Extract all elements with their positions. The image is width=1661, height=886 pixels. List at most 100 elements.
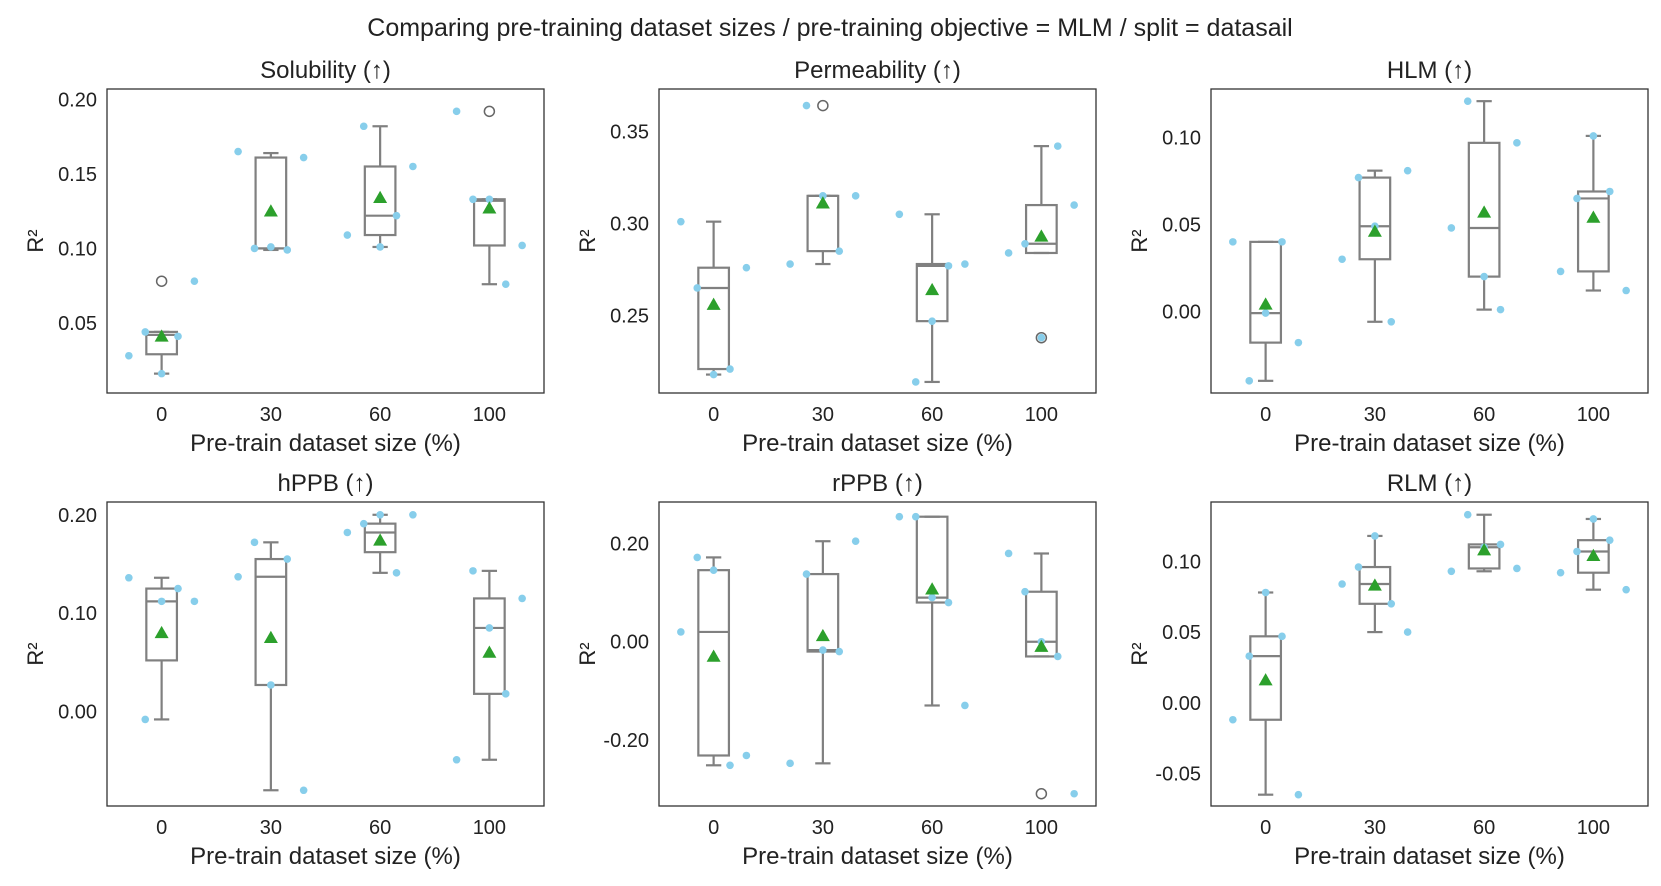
y-tick-label: 0.20 [610, 534, 649, 556]
y-tick-label: 0.10 [58, 238, 97, 260]
data-point [1387, 600, 1396, 608]
data-point [485, 624, 494, 632]
data-point [1070, 789, 1078, 798]
y-tick-label: 0.10 [1162, 551, 1201, 573]
mean-marker [373, 190, 388, 204]
data-point [1447, 224, 1456, 232]
box-group [915, 213, 949, 384]
mean-marker [1477, 205, 1492, 218]
box-group [472, 569, 506, 761]
mean-marker [263, 630, 278, 644]
box-group [472, 105, 506, 286]
x-tick-label: 0 [156, 817, 167, 839]
data-point [1622, 286, 1630, 295]
data-point [518, 594, 526, 603]
data-point [141, 328, 150, 336]
data-point [1354, 173, 1363, 182]
mean-marker [1367, 224, 1382, 237]
figure-suptitle: Comparing pre-training dataset sizes / p… [367, 14, 1292, 42]
data-point [343, 528, 352, 537]
x-axis-label: Pre-train dataset size (%) [190, 843, 461, 870]
data-point [677, 628, 685, 636]
data-point [835, 247, 844, 255]
x-tick-label: 30 [812, 817, 834, 839]
data-point [1513, 139, 1521, 147]
x-axis-label: Pre-train dataset size (%) [742, 430, 1013, 457]
x-axis-label: Pre-train dataset size (%) [1294, 430, 1565, 457]
data-point [1338, 255, 1346, 264]
box-group [1358, 169, 1392, 323]
data-point [141, 715, 150, 724]
data-point [1589, 132, 1598, 140]
y-tick-label: -0.20 [603, 730, 649, 752]
x-tick-label: 0 [156, 404, 167, 426]
mean-marker [706, 649, 721, 662]
panel-title: rPPB (↑) [832, 470, 923, 497]
data-point [928, 317, 936, 325]
y-tick-label: 0.00 [610, 632, 649, 654]
data-point [1229, 238, 1237, 246]
box-group [363, 125, 397, 249]
data-point [299, 786, 308, 795]
data-point [1261, 588, 1270, 597]
mean-marker [263, 204, 278, 217]
data-point [1622, 585, 1630, 594]
data-point [376, 243, 384, 251]
data-point [1021, 587, 1029, 596]
data-point [819, 646, 827, 654]
data-point [1070, 201, 1078, 209]
data-point [376, 510, 384, 519]
box [1024, 203, 1058, 255]
y-axis-label: R² [23, 642, 48, 665]
data-point [1480, 272, 1488, 281]
data-point [125, 573, 133, 582]
data-point [392, 211, 401, 220]
mean-marker [925, 582, 940, 595]
data-point [1278, 632, 1286, 641]
y-tick-label: 0.00 [1162, 301, 1201, 323]
data-point [911, 378, 920, 386]
box-group [806, 99, 840, 266]
data-point [234, 572, 242, 581]
mean-marker [1367, 578, 1382, 591]
x-tick-label: 60 [1473, 404, 1495, 426]
x-tick-label: 100 [473, 817, 506, 839]
data-point [961, 701, 969, 710]
panel-title: RLM (↑) [1387, 470, 1472, 497]
box-group [1467, 513, 1501, 573]
mean-marker [1258, 297, 1273, 310]
data-point [786, 260, 794, 268]
mean-marker [373, 533, 388, 546]
x-tick-label: 0 [1260, 817, 1271, 839]
box-group [145, 576, 179, 721]
data-point [1403, 628, 1412, 636]
plot-frame [1210, 88, 1649, 394]
data-point [283, 246, 292, 254]
data-point [267, 681, 275, 689]
y-tick-label: 0.20 [58, 505, 97, 527]
box [1358, 176, 1392, 261]
x-tick-label: 100 [1577, 404, 1610, 426]
box [1249, 240, 1283, 344]
data-point [802, 101, 811, 110]
data-point [409, 510, 417, 519]
mean-marker [482, 645, 497, 658]
data-point [1245, 652, 1254, 660]
data-point [1261, 309, 1270, 317]
data-point [234, 147, 242, 156]
x-tick-label: 60 [369, 404, 391, 426]
data-point [709, 566, 718, 574]
y-tick-label: 0.05 [58, 313, 97, 335]
x-tick-label: 30 [812, 404, 834, 426]
panel-title: Solubility (↑) [260, 57, 391, 84]
data-point [174, 332, 182, 341]
box-group [1358, 534, 1392, 634]
data-point [726, 761, 734, 770]
panel-title: Permeability (↑) [794, 57, 961, 84]
y-axis-label: R² [1127, 229, 1152, 252]
data-point [742, 263, 751, 272]
mean-marker [1586, 210, 1601, 223]
data-point [469, 195, 477, 204]
data-point [1496, 305, 1505, 314]
chart-panel: rPPB (↑) 0 30 60 100 Pre-train dataset size (… [575, 470, 1097, 870]
